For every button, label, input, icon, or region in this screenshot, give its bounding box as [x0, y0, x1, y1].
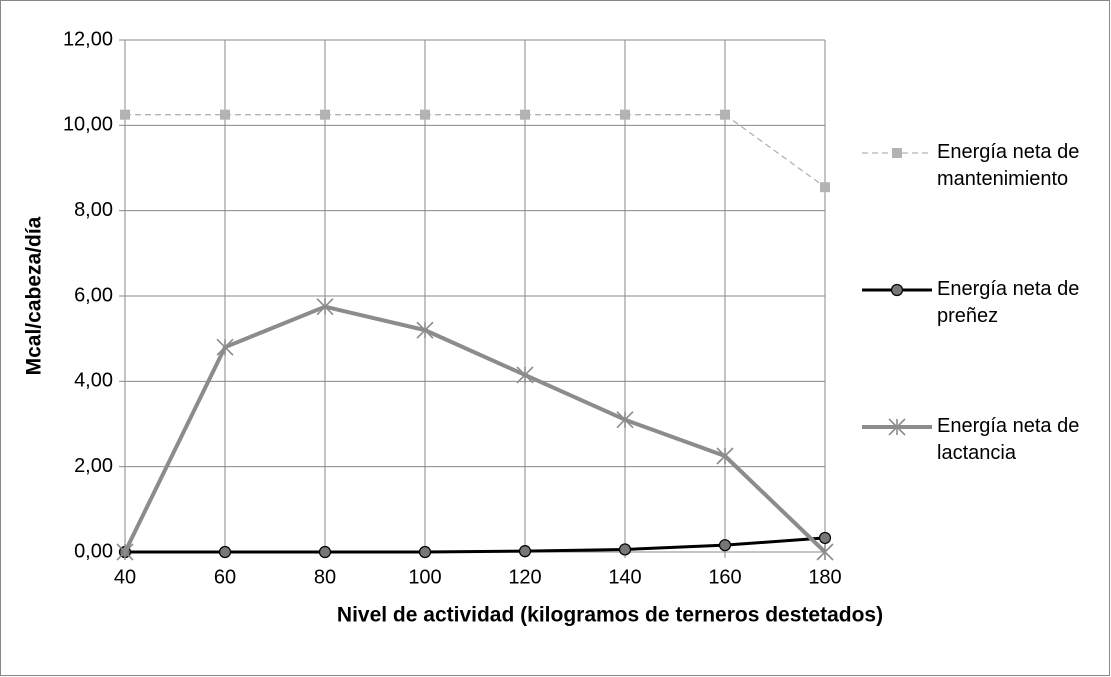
x-tick-label: 100	[408, 566, 441, 588]
marker	[418, 545, 432, 559]
y-tick-label: 2,00	[74, 455, 113, 477]
marker	[620, 109, 630, 120]
legend-label: Energía neta de lactancia	[937, 415, 1080, 464]
marker	[820, 182, 830, 193]
marker	[120, 109, 130, 120]
x-tick-label: 180	[808, 566, 841, 588]
x-tick-label: 40	[114, 566, 136, 588]
marker	[716, 447, 734, 465]
marker	[516, 366, 534, 384]
legend-label: Energía neta de preñez	[937, 278, 1080, 327]
marker	[220, 109, 230, 120]
marker	[520, 109, 530, 120]
marker	[616, 411, 634, 429]
marker	[892, 148, 902, 158]
y-tick-label: 12,00	[63, 28, 113, 50]
marker	[518, 545, 532, 558]
y-tick-label: 4,00	[74, 370, 113, 392]
marker	[320, 109, 330, 120]
marker	[718, 539, 732, 552]
x-tick-label: 140	[608, 566, 641, 588]
x-tick-label: 160	[708, 566, 741, 588]
x-tick-label: 120	[508, 566, 541, 588]
legend-label: Energía neta de mantenimiento	[937, 141, 1080, 190]
marker	[890, 283, 904, 297]
marker	[318, 545, 332, 559]
marker	[116, 543, 134, 561]
series-line	[123, 304, 827, 554]
marker	[888, 418, 906, 436]
x-tick-label: 60	[214, 566, 236, 588]
marker	[416, 321, 434, 339]
y-tick-label: 0,00	[74, 540, 113, 562]
y-tick-label: 8,00	[74, 199, 113, 221]
marker	[216, 338, 234, 356]
marker	[816, 543, 834, 561]
series-line	[125, 536, 826, 554]
x-tick-label: 80	[314, 566, 336, 588]
marker	[720, 109, 730, 120]
y-tick-label: 10,00	[63, 114, 113, 136]
marker	[420, 109, 430, 120]
y-axis-label: Mcal/cabeza/día	[23, 216, 46, 375]
marker	[218, 545, 232, 559]
series-line	[125, 114, 826, 188]
marker	[818, 531, 832, 545]
x-axis-label: Nivel de actividad (kilogramos de terner…	[337, 604, 883, 627]
marker	[316, 298, 334, 316]
marker	[618, 543, 632, 556]
y-tick-label: 6,00	[74, 284, 113, 306]
